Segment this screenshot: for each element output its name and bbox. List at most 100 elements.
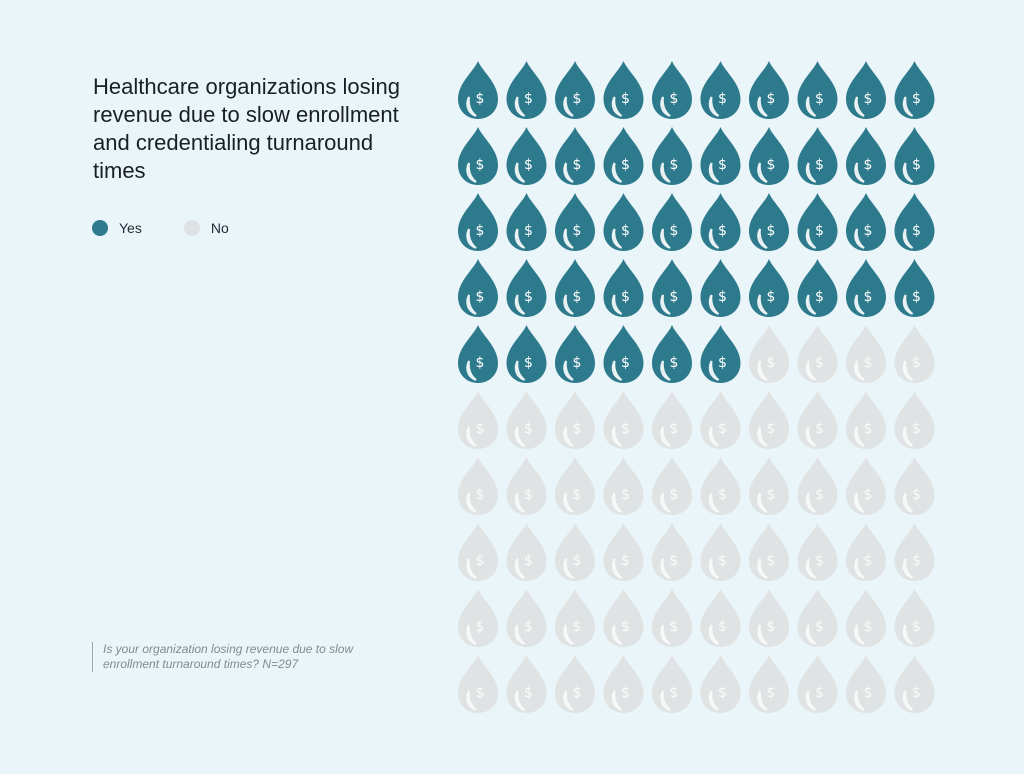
- droplet-highlight: [708, 624, 720, 645]
- waffle-cell-yes: $: [797, 193, 838, 251]
- dollar-sign-icon: $: [815, 355, 824, 371]
- droplet-highlight: [514, 162, 526, 183]
- waffle-cell-no: $: [797, 457, 838, 515]
- droplet-icon: [458, 127, 498, 185]
- droplet-icon: [749, 457, 789, 515]
- droplet-icon: [555, 325, 595, 383]
- droplet-icon: [846, 391, 886, 449]
- droplet-highlight: [660, 558, 671, 579]
- droplet-icon: [894, 655, 935, 713]
- waffle-chart: $ $ $ $ $ $ $ $ $ $ $ $ $ $ $ $ $ $ $ $ $ $ $ $ $ $ $ $ $ $ $ $ $ $ $ $ $ $ $ $…: [458, 61, 935, 713]
- dollar-sign-icon: $: [912, 355, 921, 371]
- droplet-highlight: [466, 162, 477, 183]
- droplet-highlight: [611, 228, 623, 249]
- droplet-icon: [652, 655, 692, 713]
- waffle-cell-no: $: [894, 655, 935, 713]
- droplet-icon: [749, 523, 789, 581]
- dollar-sign-icon: $: [621, 685, 630, 701]
- dollar-sign-icon: $: [718, 421, 727, 437]
- droplet-icon: [555, 391, 595, 449]
- waffle-cell-yes: $: [797, 127, 838, 185]
- droplet-icon: [458, 589, 498, 647]
- droplet-highlight: [611, 624, 623, 645]
- waffle-cell-yes: $: [749, 61, 789, 119]
- droplet-icon: [894, 589, 935, 647]
- droplet-highlight: [611, 558, 623, 579]
- legend: Yes No: [92, 220, 271, 236]
- droplet-icon: [749, 193, 789, 251]
- droplet-icon: [894, 193, 935, 251]
- droplet-highlight: [805, 360, 817, 381]
- droplet-highlight: [660, 690, 671, 711]
- dollar-sign-icon: $: [524, 553, 533, 569]
- dollar-sign-icon: $: [621, 553, 630, 569]
- droplet-icon: [700, 523, 741, 581]
- dollar-sign-icon: $: [670, 355, 679, 371]
- droplet-highlight: [902, 426, 914, 447]
- droplet-icon: [603, 127, 644, 185]
- waffle-cell-yes: $: [700, 61, 741, 119]
- droplet-highlight: [514, 294, 526, 315]
- dollar-sign-icon: $: [524, 487, 533, 503]
- droplet-highlight: [466, 228, 477, 249]
- dollar-sign-icon: $: [864, 91, 873, 107]
- waffle-cell-no: $: [652, 655, 692, 713]
- droplet-highlight: [660, 228, 671, 249]
- dollar-sign-icon: $: [864, 553, 873, 569]
- waffle-cell-no: $: [894, 457, 935, 515]
- dollar-sign-icon: $: [767, 91, 776, 107]
- dollar-sign-icon: $: [670, 685, 679, 701]
- dollar-sign-icon: $: [864, 157, 873, 173]
- droplet-icon: [894, 61, 935, 119]
- droplet-icon: [458, 259, 498, 317]
- dollar-sign-icon: $: [573, 619, 582, 635]
- dollar-sign-icon: $: [670, 157, 679, 173]
- droplet-highlight: [902, 360, 914, 381]
- droplet-highlight: [514, 96, 526, 117]
- waffle-cell-yes: $: [555, 193, 595, 251]
- droplet-icon: [846, 655, 886, 713]
- droplet-highlight: [708, 558, 720, 579]
- dollar-sign-icon: $: [912, 289, 921, 305]
- waffle-cell-no: $: [555, 391, 595, 449]
- dollar-sign-icon: $: [864, 619, 873, 635]
- waffle-cell-yes: $: [894, 61, 935, 119]
- droplet-icon: [894, 259, 935, 317]
- dollar-sign-icon: $: [912, 487, 921, 503]
- waffle-cell-yes: $: [458, 325, 498, 383]
- droplet-highlight: [708, 360, 720, 381]
- droplet-icon: [458, 457, 498, 515]
- waffle-cell-no: $: [749, 589, 789, 647]
- dollar-sign-icon: $: [670, 223, 679, 239]
- droplet-highlight: [514, 492, 526, 513]
- dollar-sign-icon: $: [670, 487, 679, 503]
- droplet-highlight: [757, 228, 768, 249]
- dollar-sign-icon: $: [718, 91, 727, 107]
- dollar-sign-icon: $: [718, 685, 727, 701]
- droplet-highlight: [611, 492, 623, 513]
- waffle-cell-yes: $: [700, 193, 741, 251]
- waffle-cell-no: $: [652, 457, 692, 515]
- droplet-highlight: [514, 360, 526, 381]
- dollar-sign-icon: $: [767, 619, 776, 635]
- droplet-highlight: [660, 492, 671, 513]
- droplet-icon: [603, 391, 644, 449]
- waffle-cell-no: $: [700, 523, 741, 581]
- dollar-sign-icon: $: [767, 553, 776, 569]
- waffle-cell-no: $: [749, 523, 789, 581]
- droplet-highlight: [757, 624, 768, 645]
- waffle-cell-yes: $: [894, 259, 935, 317]
- dollar-sign-icon: $: [767, 223, 776, 239]
- dollar-sign-icon: $: [524, 619, 533, 635]
- droplet-highlight: [854, 360, 865, 381]
- dollar-sign-icon: $: [476, 487, 485, 503]
- droplet-icon: [506, 523, 547, 581]
- waffle-cell-yes: $: [555, 325, 595, 383]
- droplet-highlight: [757, 360, 768, 381]
- waffle-cell-no: $: [700, 589, 741, 647]
- dollar-sign-icon: $: [815, 619, 824, 635]
- waffle-cell-no: $: [652, 523, 692, 581]
- droplet-highlight: [660, 294, 671, 315]
- waffle-cell-no: $: [458, 391, 498, 449]
- dollar-sign-icon: $: [815, 91, 824, 107]
